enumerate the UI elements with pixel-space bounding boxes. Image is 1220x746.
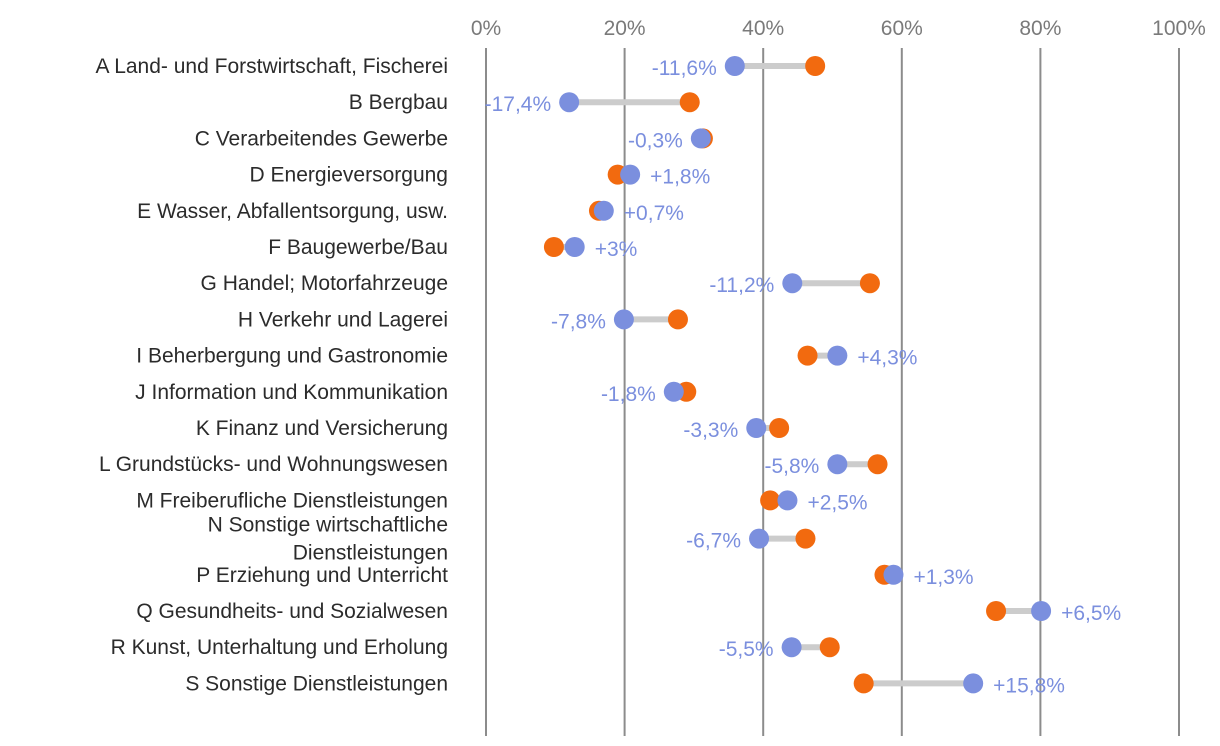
difference-label: -7,8% [551, 310, 606, 333]
orange-point [819, 637, 840, 658]
orange-point [679, 92, 700, 113]
x-tick-label: 40% [742, 17, 784, 40]
blue-point [963, 673, 984, 694]
blue-point [782, 273, 803, 294]
category-label: J Information und Kommunikation [135, 381, 448, 404]
category-label: Dienstleistungen [293, 542, 448, 565]
orange-point [859, 273, 880, 294]
orange-point [797, 345, 818, 366]
x-tick-label: 80% [1019, 17, 1061, 40]
x-tick-label: 100% [1152, 17, 1206, 40]
category-label: C Verarbeitendes Gewerbe [195, 127, 448, 150]
orange-point [760, 490, 781, 511]
difference-label: +6,5% [1061, 602, 1121, 625]
difference-label: +1,8% [650, 166, 710, 189]
orange-point [867, 454, 888, 475]
difference-label: -11,6% [652, 57, 717, 80]
difference-label: +4,3% [857, 347, 917, 370]
difference-label: +15,8% [993, 674, 1065, 697]
orange-point [853, 673, 874, 694]
category-label: Q Gesundheits- und Sozialwesen [136, 600, 448, 623]
blue-point [564, 237, 585, 257]
difference-label: -6,7% [686, 530, 741, 553]
category-label: G Handel; Motorfahrzeuge [201, 272, 448, 295]
blue-point [724, 56, 745, 76]
x-tick-label: 0% [471, 17, 501, 40]
difference-label: -5,8% [764, 455, 819, 478]
orange-point [667, 309, 688, 330]
blue-point [883, 564, 904, 585]
category-label: R Kunst, Unterhaltung und Erholung [111, 636, 448, 659]
difference-label: +2,5% [807, 491, 867, 514]
blue-point [781, 637, 802, 658]
connectors [553, 63, 1042, 687]
category-label: E Wasser, Abfallentsorgung, usw. [137, 200, 448, 223]
difference-label: -5,5% [719, 638, 774, 661]
category-label: M Freiberufliche Dienstleistungen [136, 489, 448, 512]
orange-point [795, 528, 816, 549]
category-label: S Sonstige Dienstleistungen [185, 672, 448, 695]
blue-point [749, 528, 770, 549]
blue-point [690, 128, 711, 149]
data-points [543, 56, 1052, 694]
blue-point [827, 345, 848, 366]
category-label: I Beherbergung und Gastronomie [136, 345, 448, 368]
category-label: N Sonstige wirtschaftliche [208, 514, 448, 537]
blue-point [1031, 601, 1052, 621]
difference-label: +0,7% [624, 202, 684, 225]
x-axis-ticks: 0% 20% 40% 60% 80% 100% [471, 17, 1206, 40]
difference-label: -3,3% [683, 419, 738, 442]
category-label: B Bergbau [349, 91, 448, 114]
difference-label: -0,3% [628, 129, 683, 152]
category-label: L Grundstücks- und Wohnungswesen [99, 453, 448, 476]
difference-label: -11,2% [709, 274, 774, 297]
x-tick-label: 20% [604, 17, 646, 40]
category-label: P Erziehung und Unterricht [196, 564, 448, 587]
blue-point [827, 454, 848, 475]
blue-point [746, 418, 767, 438]
category-labels: A Land- und Forstwirtschaft, Fischerei B … [96, 55, 449, 695]
grid-layer [485, 48, 1180, 736]
blue-point [777, 490, 798, 511]
orange-point [986, 601, 1007, 621]
orange-point [769, 418, 790, 438]
difference-labels: -11,6% -17,4% -0,3% +1,8% +0,7% +3% -11,2% -7,8… [485, 57, 1122, 697]
category-label: F Baugewerbe/Bau [268, 236, 448, 259]
category-label: H Verkehr und Lagerei [238, 308, 448, 331]
difference-label: +3% [595, 238, 638, 261]
difference-label: -17,4% [485, 93, 552, 116]
category-label: D Energieversorgung [250, 164, 448, 187]
blue-point [620, 164, 641, 185]
difference-label: -1,8% [601, 383, 656, 406]
blue-point [559, 92, 580, 113]
orange-point [805, 56, 826, 76]
difference-label: +1,3% [913, 566, 973, 589]
blue-point [593, 200, 614, 221]
blue-point [663, 381, 684, 402]
orange-point [543, 237, 564, 257]
blue-point [613, 309, 634, 330]
category-label: K Finanz und Versicherung [196, 417, 448, 440]
x-tick-label: 60% [881, 17, 923, 40]
category-label: A Land- und Forstwirtschaft, Fischerei [96, 55, 448, 78]
